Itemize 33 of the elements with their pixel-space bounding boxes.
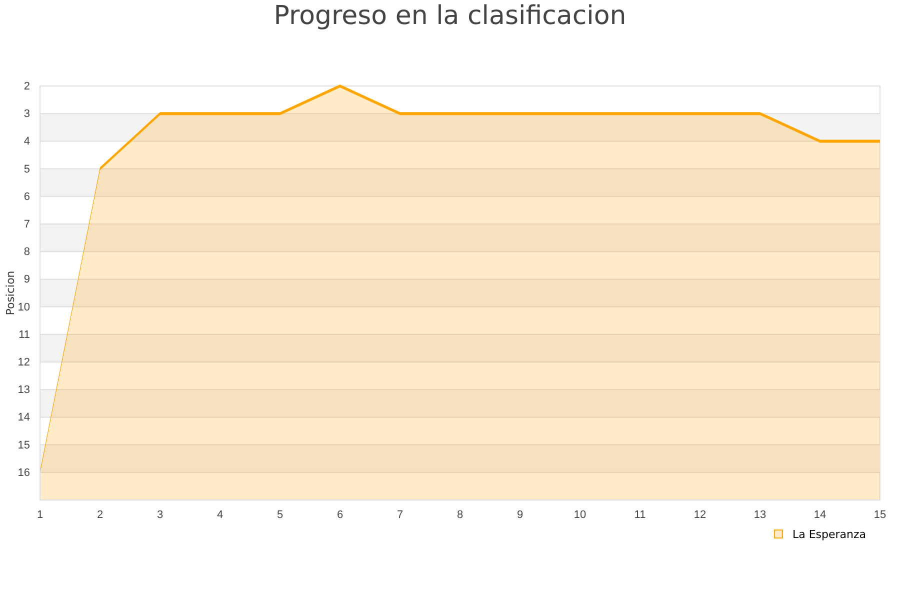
x-tick-label: 13: [754, 508, 766, 521]
legend-label: La Esperanza: [792, 528, 866, 541]
x-tick-label: 11: [634, 508, 646, 521]
y-axis-title: Posicion: [4, 270, 17, 316]
x-tick-label: 4: [216, 508, 224, 521]
x-tick-label: 12: [694, 508, 706, 521]
x-tick-label: 6: [336, 508, 344, 521]
chart-title: Progreso en la clasificacion: [274, 1, 626, 31]
x-tick-label: 10: [574, 508, 586, 521]
x-tick-label: 1: [36, 508, 44, 521]
y-tick-label: 15: [18, 439, 30, 452]
y-tick-label: 13: [18, 384, 30, 396]
y-tick-label: 8: [24, 246, 30, 258]
y-tick-label: 16: [18, 466, 30, 479]
x-tick-label: 14: [814, 508, 826, 521]
y-tick-label: 11: [18, 328, 30, 341]
y-tick-label: 14: [18, 412, 30, 424]
x-tick-label: 5: [276, 508, 284, 521]
y-tick-label: 2: [24, 80, 30, 93]
x-tick-label: 9: [516, 508, 524, 521]
y-tick-label: 12: [18, 356, 30, 369]
y-tick-label: 6: [24, 190, 30, 203]
x-tick-label: 8: [456, 508, 464, 521]
x-tick-label: 7: [396, 508, 404, 521]
x-tick-label: 2: [96, 508, 104, 521]
y-tick-label: 9: [24, 274, 30, 286]
y-tick-label: 4: [24, 136, 30, 148]
y-tick-label: 5: [24, 163, 30, 176]
y-tick-label: 10: [18, 301, 30, 314]
y-tick-label: 3: [24, 108, 30, 120]
x-tick-label: 3: [156, 508, 164, 521]
x-tick-label: 15: [874, 508, 886, 521]
y-tick-label: 7: [24, 218, 30, 231]
